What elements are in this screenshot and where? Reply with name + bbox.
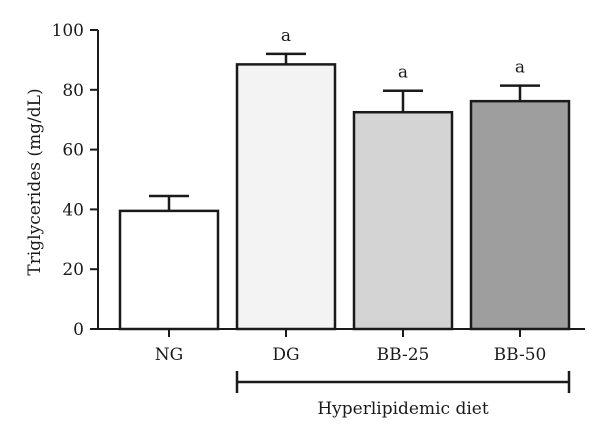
bar-bb-25 [352, 110, 454, 331]
category-label: NG [155, 345, 183, 365]
y-tick-label: 100 [52, 21, 84, 41]
y-axis-title: Triglycerides (mg/dL) [25, 88, 45, 275]
y-tick-label: 60 [62, 141, 84, 161]
bars [118, 63, 571, 331]
y-tick-label: 80 [62, 81, 84, 101]
bar-bb-50 [469, 99, 571, 331]
significance-label: a [281, 26, 291, 46]
significance-label: a [515, 58, 525, 78]
group-annotation: Hyperlipidemic diet [235, 371, 571, 419]
category-label: BB-50 [494, 345, 547, 365]
error-bars [149, 52, 540, 211]
y-tick-label: 20 [62, 260, 84, 280]
category-label: BB-25 [377, 345, 430, 365]
bar-ng [118, 209, 220, 331]
significance-labels: a a a [281, 26, 525, 83]
bar-dg [235, 63, 337, 331]
group-label: Hyperlipidemic diet [317, 399, 488, 419]
category-label: DG [272, 345, 299, 365]
category-labels: NG DG BB-25 BB-50 [155, 345, 547, 365]
y-tick-label: 0 [73, 320, 84, 340]
y-axis: 0 20 40 60 80 100 [52, 21, 99, 340]
y-tick-label: 40 [62, 200, 84, 220]
significance-label: a [398, 63, 408, 83]
